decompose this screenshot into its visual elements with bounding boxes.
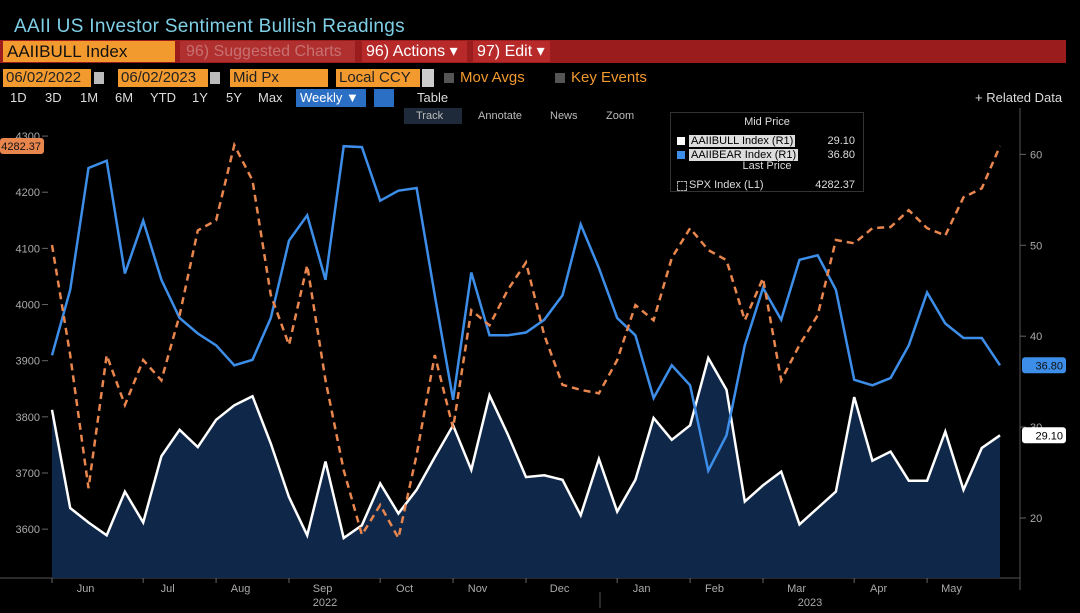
last-value-tag — [1022, 357, 1066, 374]
line — [50, 141, 1002, 542]
mov-avgs[interactable]: Mov Avgs — [460, 69, 525, 86]
legend-swatch — [677, 181, 687, 191]
last-value-tag — [1022, 427, 1066, 444]
key-events[interactable]: Key Events — [571, 69, 647, 86]
checkbox[interactable] — [444, 73, 454, 83]
currency-select[interactable]: Local CCY — [336, 69, 420, 87]
tool-bg — [404, 108, 462, 124]
end-date[interactable]: 06/02/2023 — [118, 69, 208, 87]
legend-entry: AAIIBULL Index (R1) — [689, 135, 796, 147]
range-button[interactable]: 5Y — [226, 90, 242, 105]
last-value-label: 4282.37 — [1, 141, 41, 153]
line — [50, 354, 1001, 541]
legend-swatch — [677, 137, 685, 145]
chart-tool[interactable]: Track — [416, 110, 444, 122]
chart-title: AAII US Investor Sentiment Bullish Readi… — [14, 16, 405, 37]
legend-value: 29.10 — [827, 135, 855, 147]
x-tick-label: Aug — [231, 583, 251, 595]
y2-tick-label: 50 — [1030, 240, 1042, 252]
x-tick-label: Jul — [161, 583, 175, 595]
checkbox[interactable] — [555, 73, 565, 83]
y-tick-label: 3600 — [16, 524, 40, 536]
legend: Mid Price Last Price AAIIBULL Index (R1) 29… — [670, 112, 864, 192]
y2-tick-label: 40 — [1030, 331, 1042, 343]
x-tick-label: Apr — [870, 583, 887, 595]
legend-value: 4282.37 — [815, 179, 855, 191]
y-tick-label: 3900 — [16, 356, 40, 368]
security-field[interactable]: AAIIBULL Index — [3, 41, 175, 62]
start-date[interactable]: 06/02/2022 — [3, 69, 91, 87]
suggested-charts[interactable]: 96) Suggested Charts — [180, 41, 355, 62]
line — [50, 144, 1002, 475]
x-tick-label: Oct — [396, 583, 413, 595]
calendar-icon[interactable] — [210, 72, 220, 84]
dropdown-arrow[interactable] — [422, 69, 434, 87]
range-button[interactable]: YTD — [150, 90, 176, 105]
legend-entry: SPX Index (L1) — [689, 179, 764, 191]
table-button[interactable]: Table — [417, 90, 449, 105]
range-button[interactable]: 1Y — [192, 90, 208, 105]
edit-menu[interactable]: 97) Edit ▾ — [473, 41, 550, 62]
chart-type-button[interactable] — [374, 89, 394, 107]
y-tick-label: 3800 — [16, 412, 40, 424]
actions-menu[interactable]: 96) Actions ▾ — [362, 41, 467, 62]
range-button[interactable]: Max — [258, 90, 283, 105]
last-value-label: 29.10 — [1035, 430, 1063, 442]
y-tick-label: 3700 — [16, 468, 40, 480]
y-tick-label: 4200 — [16, 187, 40, 199]
legend-swatch — [677, 151, 685, 159]
legend-heading: Last Price — [742, 160, 792, 172]
legend-heading: Mid Price — [744, 116, 790, 128]
year-label: 2022 — [313, 597, 337, 609]
y-tick-label: 4000 — [16, 300, 40, 312]
legend-value: 36.80 — [827, 149, 855, 161]
range-button[interactable]: 1D — [10, 90, 27, 105]
y2-tick-label: 20 — [1030, 513, 1042, 525]
field-select[interactable]: Mid Px — [230, 69, 328, 87]
x-tick-label: Dec — [550, 583, 570, 595]
x-tick-label: Jan — [633, 583, 651, 595]
chart-tool[interactable]: Annotate — [478, 110, 523, 122]
area — [52, 358, 1000, 578]
x-tick-label: May — [941, 583, 962, 595]
chart-tool[interactable]: News — [550, 110, 578, 122]
chart-tool[interactable]: Zoom — [606, 110, 635, 122]
range-button[interactable]: 3D — [45, 90, 62, 105]
related-data[interactable]: + Related Data — [975, 90, 1063, 105]
y-tick-label: 4100 — [16, 243, 40, 255]
x-tick-label: Jun — [77, 583, 95, 595]
calendar-icon[interactable] — [94, 72, 104, 84]
last-value-tag — [0, 137, 44, 154]
x-tick-label: Feb — [705, 583, 724, 595]
range-button[interactable]: 1M — [80, 90, 99, 105]
range-button[interactable]: 6M — [115, 90, 134, 105]
last-value-label: 36.80 — [1035, 360, 1063, 372]
year-label: 2023 — [798, 597, 822, 609]
y2-tick-label: 60 — [1030, 149, 1042, 161]
x-tick-label: Mar — [787, 583, 806, 595]
frequency-select[interactable]: Weekly ▼ — [296, 89, 366, 107]
x-tick-label: Sep — [313, 583, 333, 595]
x-tick-label: Nov — [468, 583, 488, 595]
legend-entry: AAIIBEAR Index (R1) — [689, 149, 799, 161]
